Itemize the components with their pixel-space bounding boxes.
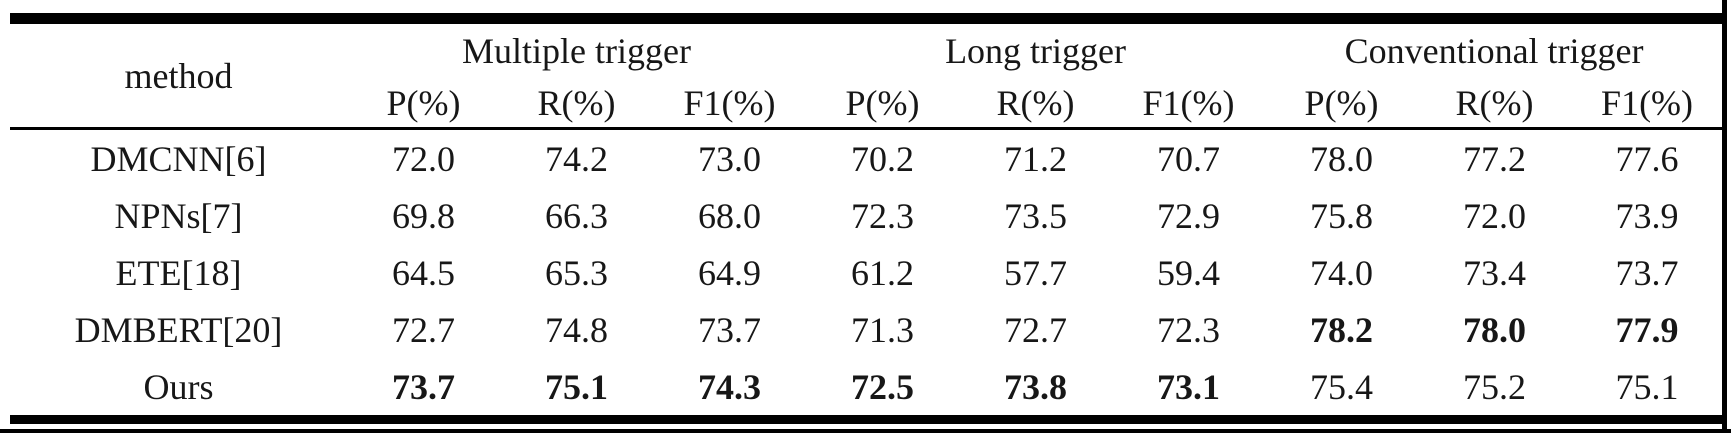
value-cell: 73.5	[1004, 195, 1068, 236]
subheader-row: P(%) R(%) F1(%) P(%) R(%) F1(%) P(%) R(%…	[10, 78, 1724, 130]
value-cell: 73.7	[698, 309, 762, 350]
value-cell: 77.9	[1615, 309, 1679, 350]
value-cell: 66.3	[545, 195, 608, 236]
value-cell: 74.3	[698, 366, 762, 407]
group-header-conventional-trigger: Conventional trigger	[1344, 31, 1644, 71]
value-cell: 77.6	[1615, 138, 1679, 179]
value-cell: 72.9	[1157, 195, 1221, 236]
value-cell: 74.8	[545, 309, 608, 350]
value-cell: 75.8	[1310, 195, 1374, 236]
value-cell: 78.0	[1310, 138, 1374, 179]
group-header-long-trigger: Long trigger	[945, 31, 1127, 71]
table-row: ETE[18] 64.5 65.3 64.9 61.2 57.7 59.4 74.0 73.4 7…	[10, 244, 1723, 301]
value-cell: 72.0	[392, 138, 455, 179]
subheader-f1: F1(%)	[1112, 78, 1266, 130]
value-cell: 64.5	[392, 252, 455, 293]
value-cell: 75.4	[1310, 366, 1374, 407]
value-cell: 78.2	[1310, 309, 1374, 350]
value-cell: 72.3	[1157, 309, 1221, 350]
results-table: method Multiple trigger Long trigger Con…	[10, 13, 1724, 424]
method-cell: DMBERT[20]	[74, 309, 283, 350]
value-cell: 71.2	[1004, 138, 1068, 179]
group-header-row: method Multiple trigger Long trigger Con…	[10, 18, 1723, 130]
subheader-p: P(%)	[347, 78, 500, 130]
value-cell: 59.4	[1157, 252, 1221, 293]
value-cell: 72.0	[1463, 195, 1527, 236]
page-bottom-border	[0, 429, 1731, 433]
subheader-r: R(%)	[1418, 78, 1572, 130]
value-cell: 73.9	[1615, 195, 1679, 236]
value-cell: 65.3	[545, 252, 608, 293]
value-cell: 57.7	[1004, 252, 1068, 293]
value-cell: 73.1	[1157, 366, 1221, 407]
subheader-r: R(%)	[500, 78, 653, 130]
value-cell: 78.0	[1463, 309, 1527, 350]
subheader-p: P(%)	[1265, 78, 1419, 130]
value-cell: 73.0	[698, 138, 762, 179]
table-row: DMBERT[20] 72.7 74.8 73.7 71.3 72.7 72.3 78.2 78…	[10, 301, 1723, 358]
page-right-border	[1722, 0, 1727, 433]
value-cell: 70.2	[851, 138, 915, 179]
value-cell: 72.7	[392, 309, 455, 350]
subheader-p: P(%)	[806, 78, 960, 130]
value-cell: 72.3	[851, 195, 915, 236]
value-cell: 73.8	[1004, 366, 1068, 407]
value-cell: 77.2	[1463, 138, 1527, 179]
table-row: DMCNN[6] 72.0 74.2 73.0 70.2 71.2 70.7 78.0 77.2…	[10, 129, 1723, 188]
value-cell: 61.2	[851, 252, 915, 293]
value-cell: 73.7	[1615, 252, 1679, 293]
value-cell: 71.3	[851, 309, 915, 350]
group-header-multiple-trigger: Multiple trigger	[462, 31, 691, 71]
value-cell: 75.1	[1615, 366, 1679, 407]
value-cell: 75.1	[545, 366, 608, 407]
value-cell: 74.0	[1310, 252, 1374, 293]
value-cell: 70.7	[1157, 138, 1221, 179]
table-header: method Multiple trigger Long trigger Con…	[10, 18, 1724, 130]
method-cell: ETE[18]	[115, 252, 242, 293]
method-cell: NPNs[7]	[114, 195, 243, 236]
table-body: DMCNN[6] 72.0 74.2 73.0 70.2 71.2 70.7 78.0 77.2…	[10, 129, 1723, 420]
value-cell: 75.2	[1463, 366, 1527, 407]
method-column-header: method	[10, 18, 347, 130]
value-cell: 73.4	[1463, 252, 1527, 293]
value-cell: 72.5	[851, 366, 915, 407]
subheader-f1: F1(%)	[1571, 78, 1724, 130]
value-cell: 68.0	[698, 195, 762, 236]
value-cell: 69.8	[392, 195, 455, 236]
method-cell: Ours	[143, 366, 214, 407]
method-cell: DMCNN[6]	[90, 138, 267, 179]
value-cell: 73.7	[392, 366, 455, 407]
value-cell: 64.9	[698, 252, 762, 293]
subheader-r: R(%)	[959, 78, 1113, 130]
table-row: Ours 73.7 75.1 74.3 72.5 73.8 73.1 75.4 75.2 75.1	[10, 358, 1723, 420]
value-cell: 74.2	[545, 138, 608, 179]
value-cell: 72.7	[1004, 309, 1068, 350]
table-row: NPNs[7] 69.8 66.3 68.0 72.3 73.5 72.9 75.8 72.0 7…	[10, 187, 1723, 244]
subheader-f1: F1(%)	[653, 78, 807, 130]
